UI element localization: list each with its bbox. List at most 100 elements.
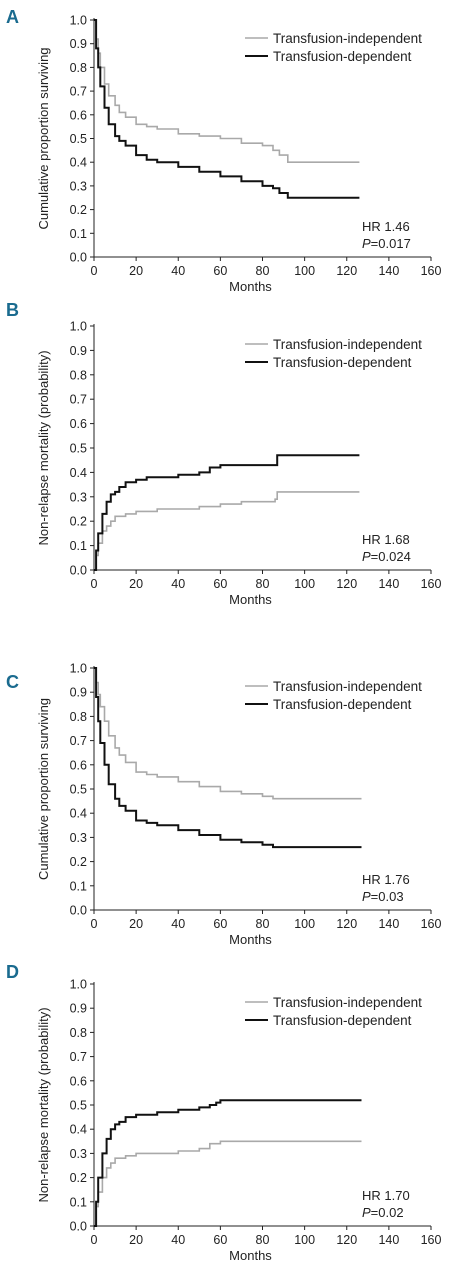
chart-panel-c: C 0.0 0.1 0.2 0.3 0.4 0.5 0.6 0.7 0.8 0.9 1.0 0 20 40 6…: [6, 662, 441, 948]
x-tick-label: 80: [256, 917, 270, 931]
y-axis-title: Cumulative proportion surviving: [36, 47, 51, 229]
x-tick-label: 80: [256, 264, 270, 278]
x-tick-label: 80: [256, 1233, 270, 1247]
x-tick-label: 60: [213, 1233, 227, 1247]
x-tick-label: 20: [129, 264, 143, 278]
chart-panel-a: A 0.0 0.1 0.2 0.3 0.4 0.5 0.6 0.7 0.8 0.9 1.0 0 20 40 6…: [6, 7, 441, 294]
y-tick-label: 0.1: [70, 539, 87, 553]
x-tick-label: 160: [421, 917, 442, 931]
legend-label: Transfusion-independent: [273, 31, 422, 46]
legend-label: Transfusion-dependent: [273, 1013, 412, 1028]
p-value: =0.03: [371, 889, 404, 904]
panel-letter: A: [6, 7, 19, 27]
y-tick-label: 0.7: [70, 734, 87, 748]
legend-label: Transfusion-dependent: [273, 355, 412, 370]
y-tick-label: 0.0: [70, 904, 87, 918]
chart-panel-b: B 0.0 0.1 0.2 0.3 0.4 0.5 0.6 0.7 0.8 0.9 1.0 0 20 40 6…: [6, 300, 441, 607]
hazard-ratio-label: HR 1.70: [362, 1188, 410, 1203]
p-value: =0.02: [371, 1205, 404, 1220]
series-line-transfusion-dependent: [94, 19, 360, 199]
y-tick-label: 0.5: [70, 442, 87, 456]
x-tick-label: 20: [129, 577, 143, 591]
y-tick-label: 0.5: [70, 132, 87, 146]
y-tick-label: 0.0: [70, 1220, 87, 1234]
y-tick-label: 0.2: [70, 203, 87, 217]
y-axis-title: Non-relapse mortality (probability): [36, 1007, 51, 1202]
p-value-label: P=0.03: [362, 889, 404, 904]
y-tick-label: 0.5: [70, 1099, 87, 1113]
series-line-transfusion-independent: [94, 1140, 362, 1227]
hazard-ratio-label: HR 1.76: [362, 872, 410, 887]
x-tick-label: 40: [171, 917, 185, 931]
y-tick-label: 0.0: [70, 564, 87, 578]
x-axis-title: Months: [229, 592, 272, 607]
hazard-ratio-label: HR 1.46: [362, 219, 410, 234]
y-tick-label: 0.3: [70, 1147, 87, 1161]
p-symbol: P: [362, 549, 371, 564]
y-axis-title: Non-relapse mortality (probability): [36, 350, 51, 545]
x-tick-label: 140: [378, 264, 399, 278]
legend-label: Transfusion-dependent: [273, 697, 412, 712]
y-tick-label: 0.3: [70, 179, 87, 193]
y-tick-label: 0.1: [70, 227, 87, 241]
series-line-transfusion-independent: [94, 667, 362, 800]
x-tick-label: 160: [421, 264, 442, 278]
y-tick-label: 0.9: [70, 686, 87, 700]
legend-label: Transfusion-independent: [273, 337, 422, 352]
x-tick-label: 100: [294, 577, 315, 591]
y-tick-label: 0.7: [70, 1050, 87, 1064]
x-tick-label: 80: [256, 577, 270, 591]
y-tick-label: 0.3: [70, 831, 87, 845]
y-axis-title: Cumulative proportion surviving: [36, 698, 51, 880]
hazard-ratio-label: HR 1.68: [362, 532, 410, 547]
y-tick-label: 1.0: [70, 14, 87, 28]
p-symbol: P: [362, 1205, 371, 1220]
y-tick-label: 0.6: [70, 417, 87, 431]
y-tick-label: 0.7: [70, 393, 87, 407]
x-axis-title: Months: [229, 932, 272, 947]
y-tick-label: 0.7: [70, 85, 87, 99]
y-tick-label: 0.8: [70, 710, 87, 724]
series-line-transfusion-dependent: [94, 1099, 362, 1227]
y-tick-label: 0.8: [70, 368, 87, 382]
x-tick-label: 20: [129, 917, 143, 931]
y-tick-label: 0.4: [70, 807, 87, 821]
x-tick-label: 120: [336, 1233, 357, 1247]
y-tick-label: 0.2: [70, 1171, 87, 1185]
x-tick-label: 0: [91, 577, 98, 591]
p-symbol: P: [362, 236, 371, 251]
y-tick-label: 0.2: [70, 515, 87, 529]
y-tick-label: 0.0: [70, 251, 87, 265]
y-tick-label: 0.2: [70, 855, 87, 869]
x-tick-label: 160: [421, 1233, 442, 1247]
series-line-transfusion-independent: [94, 19, 360, 163]
legend-label: Transfusion-independent: [273, 995, 422, 1010]
x-tick-label: 100: [294, 917, 315, 931]
p-value-label: P=0.017: [362, 236, 411, 251]
y-tick-label: 0.8: [70, 1026, 87, 1040]
x-tick-label: 40: [171, 577, 185, 591]
x-tick-label: 60: [213, 917, 227, 931]
y-tick-label: 0.6: [70, 108, 87, 122]
y-tick-label: 0.8: [70, 61, 87, 75]
x-axis-title: Months: [229, 1248, 272, 1263]
y-tick-label: 0.4: [70, 156, 87, 170]
y-tick-label: 0.1: [70, 879, 87, 893]
series-line-transfusion-dependent: [94, 667, 362, 849]
p-value-label: P=0.02: [362, 1205, 404, 1220]
p-value-label: P=0.024: [362, 549, 411, 564]
x-tick-label: 140: [378, 1233, 399, 1247]
x-tick-label: 0: [91, 264, 98, 278]
panel-letter: B: [6, 300, 19, 320]
y-tick-label: 1.0: [70, 662, 87, 676]
y-tick-label: 0.6: [70, 758, 87, 772]
x-tick-label: 100: [294, 264, 315, 278]
x-tick-label: 40: [171, 1233, 185, 1247]
y-tick-label: 1.0: [70, 978, 87, 992]
x-tick-label: 40: [171, 264, 185, 278]
x-tick-label: 140: [378, 577, 399, 591]
legend-label: Transfusion-independent: [273, 679, 422, 694]
x-axis-title: Months: [229, 279, 272, 294]
x-tick-label: 120: [336, 917, 357, 931]
